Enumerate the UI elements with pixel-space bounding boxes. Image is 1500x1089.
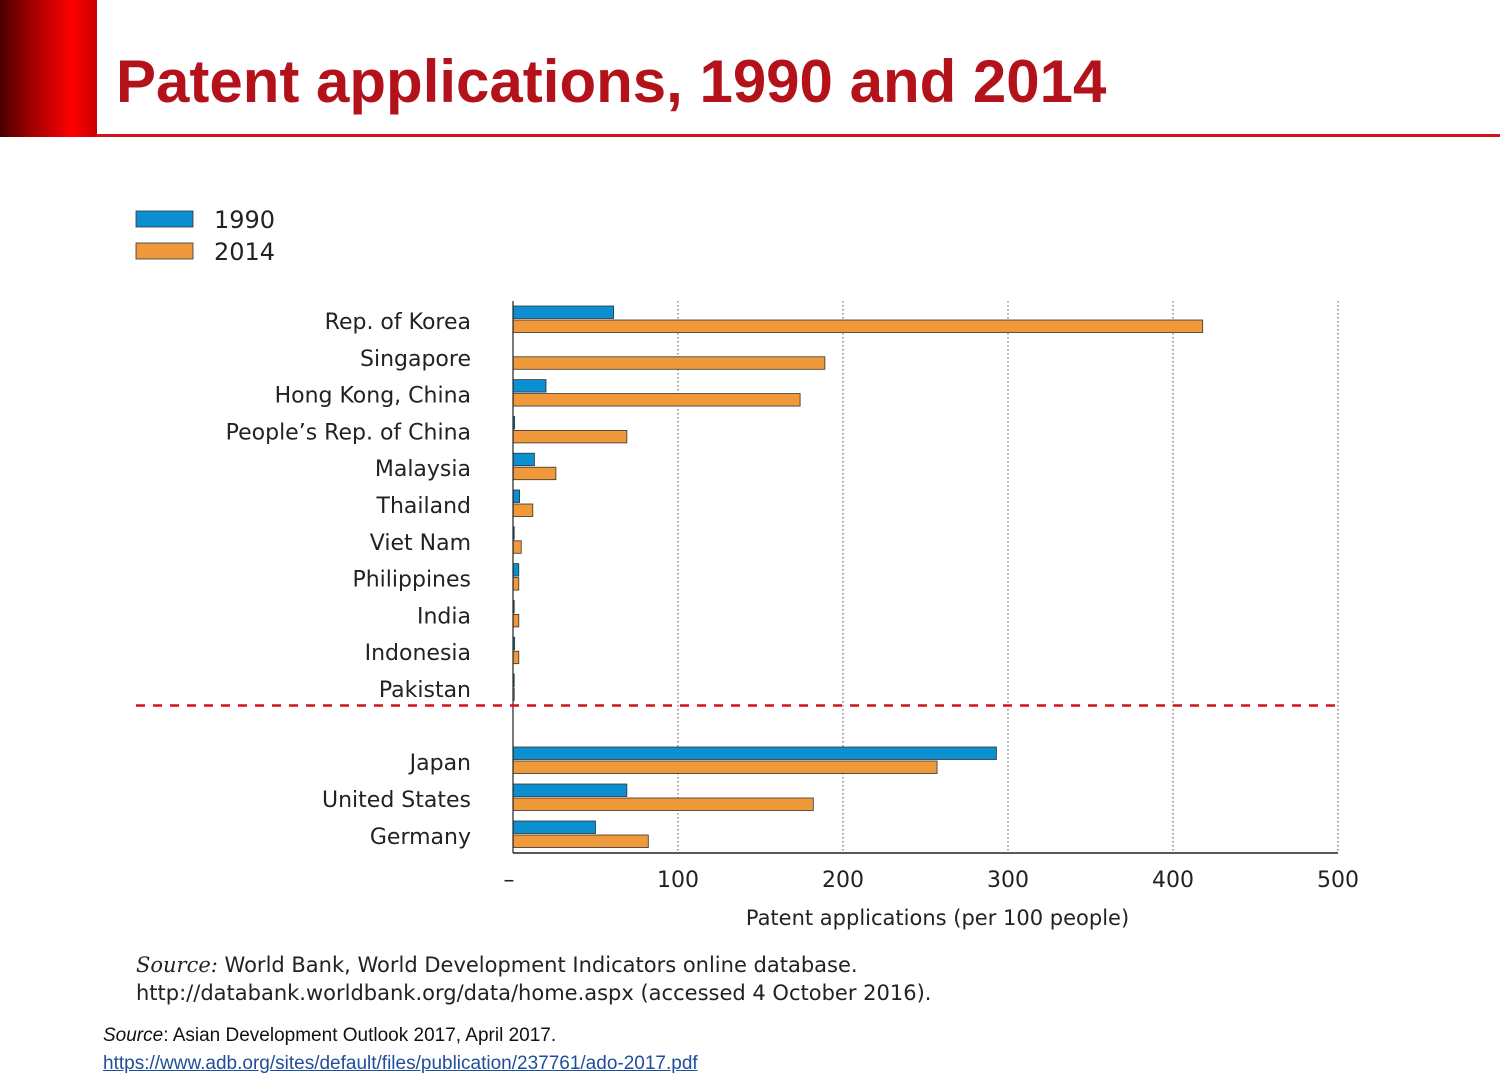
source-link[interactable]: https://www.adb.org/sites/default/files/… bbox=[103, 1053, 698, 1074]
category-label: Philippines bbox=[352, 568, 471, 593]
x-tick-label: – bbox=[504, 868, 515, 893]
x-tick-label: 100 bbox=[657, 868, 699, 893]
bar-2014 bbox=[512, 466, 557, 481]
category-label: Viet Nam bbox=[370, 531, 471, 556]
bar-1990 bbox=[512, 783, 628, 797]
bar-2014 bbox=[512, 834, 649, 848]
category-label: Indonesia bbox=[365, 641, 471, 666]
legend-swatch-2014 bbox=[135, 242, 194, 260]
bars bbox=[512, 305, 1204, 848]
x-tick-label: 200 bbox=[822, 868, 864, 893]
category-label: United States bbox=[322, 788, 471, 813]
bar-1990 bbox=[512, 820, 596, 834]
bar-2014 bbox=[512, 650, 520, 665]
x-tick-label: 300 bbox=[987, 868, 1029, 893]
bar-2014 bbox=[512, 760, 938, 774]
legend-label-1990: 1990 bbox=[214, 206, 275, 234]
category-label: Malaysia bbox=[375, 457, 471, 482]
slide-title: Patent applications, 1990 and 2014 bbox=[116, 48, 1107, 115]
title-rule bbox=[97, 134, 1500, 137]
bar-1990 bbox=[512, 305, 615, 319]
chart-source-label: Source: bbox=[136, 953, 218, 977]
category-label: Pakistan bbox=[379, 678, 471, 703]
x-tick-label: 400 bbox=[1152, 868, 1194, 893]
bar-2014 bbox=[512, 577, 520, 591]
bar-1990 bbox=[512, 489, 520, 503]
category-label: Singapore bbox=[360, 347, 471, 372]
gridlines bbox=[677, 301, 1339, 853]
bar-2014 bbox=[512, 540, 522, 554]
bar-2014 bbox=[512, 797, 814, 811]
legend-label-2014: 2014 bbox=[214, 238, 275, 266]
category-label: Hong Kong, China bbox=[275, 384, 471, 409]
x-tick-label: 500 bbox=[1317, 868, 1359, 893]
slide-source-text: : Asian Development Outlook 2017, April … bbox=[163, 1025, 557, 1046]
slide-source-label: Source bbox=[103, 1025, 164, 1046]
chart-source: Source: World Bank, World Development In… bbox=[136, 951, 1436, 1007]
legend: 1990 2014 bbox=[135, 206, 275, 266]
category-label: People’s Rep. of China bbox=[226, 420, 471, 445]
category-label: Japan bbox=[408, 751, 471, 776]
x-axis: – 100 200 300 400 500 bbox=[504, 301, 1359, 893]
bar-2014 bbox=[512, 393, 801, 407]
slide-source: Source: Asian Development Outlook 2017, … bbox=[103, 1022, 698, 1078]
bar-1990 bbox=[512, 746, 997, 760]
legend-swatch-1990 bbox=[135, 210, 194, 228]
category-label: Thailand bbox=[376, 494, 471, 519]
category-label: Rep. of Korea bbox=[325, 310, 471, 335]
category-label: India bbox=[417, 604, 471, 629]
title-accent-bar bbox=[0, 0, 97, 137]
bar-2014 bbox=[512, 429, 628, 444]
chart-source-line1: World Bank, World Development Indicators… bbox=[224, 953, 858, 977]
x-axis-title: Patent applications (per 100 people) bbox=[746, 906, 1129, 930]
bar-2014 bbox=[512, 319, 1204, 333]
bar-1990 bbox=[512, 379, 547, 393]
bar-2014 bbox=[512, 503, 534, 517]
bar-2014 bbox=[512, 356, 826, 370]
category-labels: Rep. of Korea Singapore Hong Kong, China Pe… bbox=[226, 310, 471, 850]
bar-1990 bbox=[512, 452, 535, 467]
bar-2014 bbox=[512, 614, 520, 628]
chart-source-line2: http://databank.worldbank.org/data/home.… bbox=[136, 981, 932, 1005]
bar-1990 bbox=[512, 563, 520, 577]
category-label: Germany bbox=[370, 825, 471, 850]
